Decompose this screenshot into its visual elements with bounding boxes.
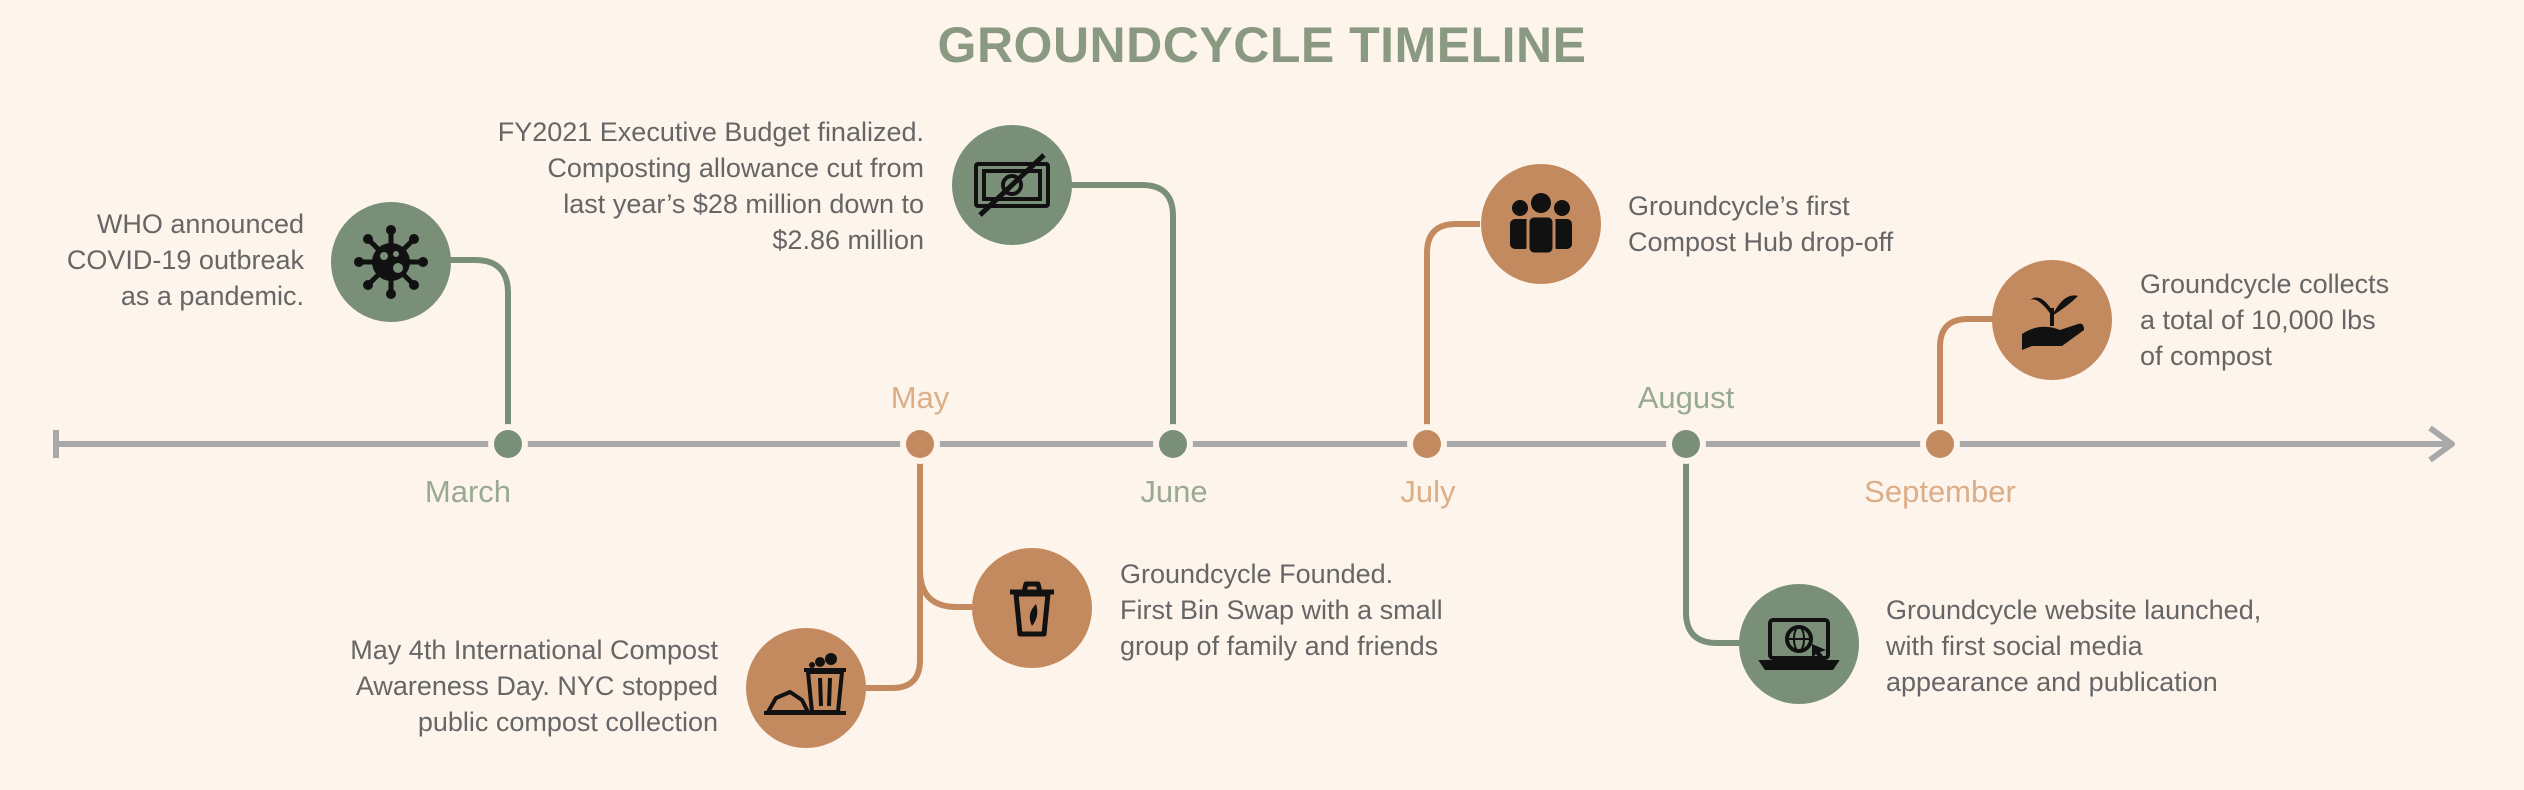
event-founded: Groundcycle Founded. First Bin Swap with …: [1120, 559, 1443, 661]
page-title: GROUNDCYCLE TIMELINE: [937, 17, 1587, 73]
event-compost-total: Groundcycle collects a total of 10,000 lb…: [2140, 269, 2390, 371]
month-label-september: September: [1864, 474, 2016, 509]
connector-compost-total: [1937, 316, 1994, 444]
event-website: Groundcycle website launched, with first …: [1886, 595, 2262, 697]
connector-awareness: [865, 444, 923, 691]
event-who: WHO announced COVID-19 outbreak as a pande…: [66, 209, 304, 311]
month-label-may: May: [890, 380, 950, 415]
virus-icon: [331, 202, 451, 322]
connectors: [450, 182, 1994, 691]
connector-website: [1683, 444, 1740, 646]
people-group-icon: [1481, 164, 1601, 284]
timeline-axis: [53, 425, 2455, 463]
dot-july: [1413, 430, 1441, 458]
connector-hub: [1424, 221, 1480, 444]
dot-march: [494, 430, 522, 458]
event-budget: FY2021 Executive Budget finalized. Compos…: [497, 117, 924, 255]
dot-september: [1926, 430, 1954, 458]
axis-arrowhead: [2428, 425, 2455, 463]
connector-budget: [1070, 182, 1176, 444]
connector-who: [450, 257, 511, 444]
trash-pile-icon: [746, 628, 866, 748]
event-awareness: May 4th International Compost Awareness D…: [350, 635, 718, 737]
dot-june: [1159, 430, 1187, 458]
month-label-august: August: [1637, 380, 1735, 415]
dot-august: [1672, 430, 1700, 458]
compost-bin-icon: [972, 548, 1092, 668]
month-label-june: June: [1140, 474, 1208, 509]
month-label-july: July: [1400, 474, 1456, 509]
no-money-icon: [952, 125, 1072, 245]
event-hub: Groundcycle’s first Compost Hub drop-off: [1628, 191, 1894, 257]
month-label-march: March: [424, 474, 512, 509]
laptop-globe-icon: [1739, 584, 1859, 704]
axis-dots: [488, 424, 1960, 464]
dot-may: [906, 430, 934, 458]
connector-founded: [917, 569, 972, 610]
hand-sprout-icon: [1992, 260, 2112, 380]
